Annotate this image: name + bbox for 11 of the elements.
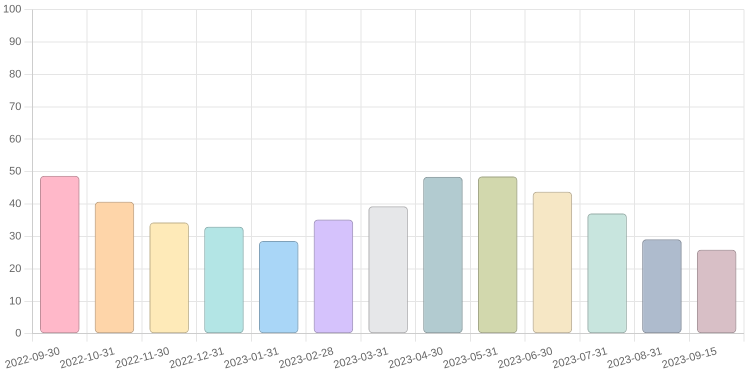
y-tick-label: 80 <box>9 68 22 80</box>
y-tick-label: 70 <box>9 100 22 113</box>
y-tick-label: 40 <box>9 198 22 210</box>
y-tick-label: 30 <box>9 230 22 242</box>
y-tick-label: 100 <box>2 4 22 16</box>
y-tick-label: 60 <box>9 133 22 146</box>
y-tick-label: 90 <box>9 36 22 48</box>
y-tick-label: 20 <box>9 262 22 275</box>
y-tick-label: 10 <box>9 295 22 308</box>
y-tick-label: 50 <box>9 166 22 178</box>
y-tick-label: 0 <box>15 328 22 340</box>
